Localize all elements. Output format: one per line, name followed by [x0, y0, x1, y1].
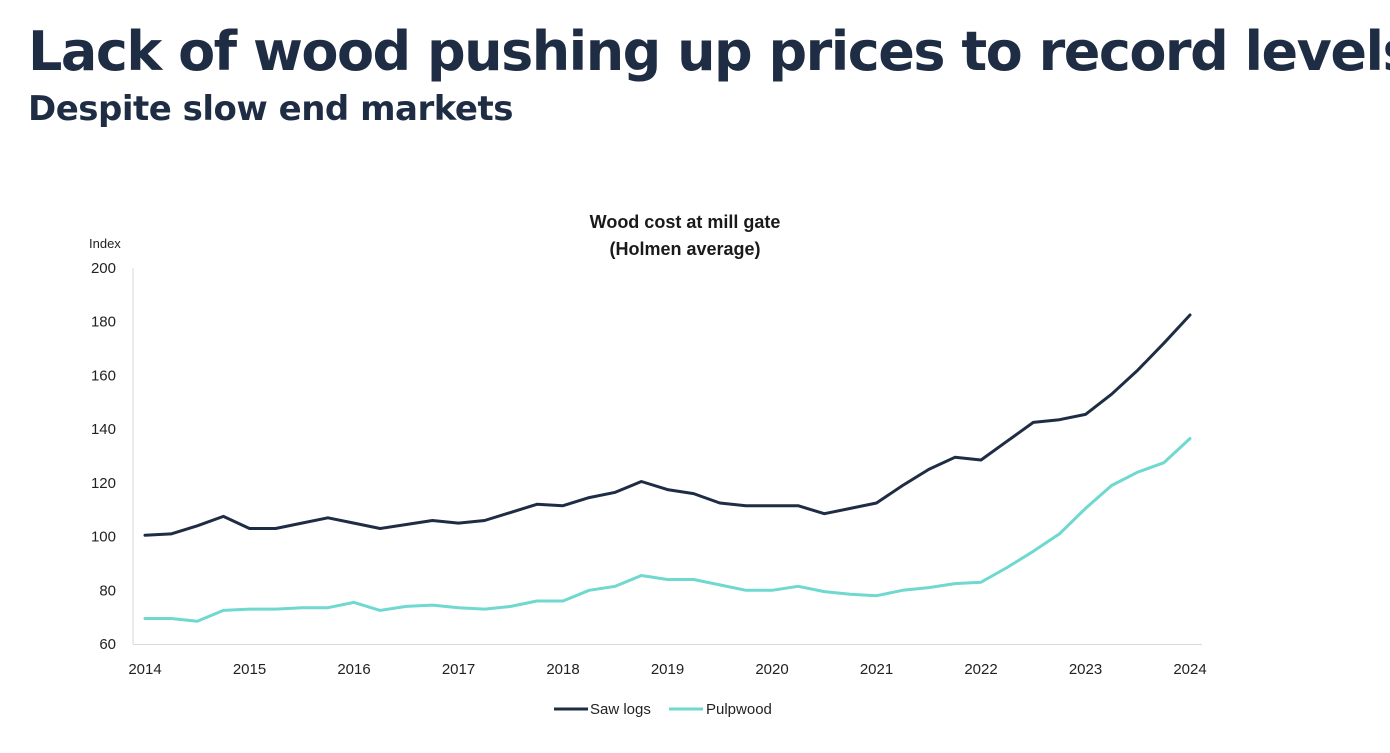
chart-title-line-1: Wood cost at mill gate: [590, 212, 781, 232]
x-tick-label: 2021: [860, 661, 893, 678]
x-tick-label: 2016: [337, 661, 370, 678]
page-headline: Lack of wood pushing up prices to record…: [28, 20, 1390, 83]
x-tick-label: 2015: [233, 661, 266, 678]
x-tick-labels: 2014 2015 2016 2017 2018 2019 2020 2021 2022 2023…: [128, 661, 1206, 678]
x-tick-label: 2017: [442, 661, 475, 678]
y-axis-label: Index: [89, 236, 121, 251]
x-tick-label: 2022: [964, 661, 997, 678]
x-tick-label: 2018: [546, 661, 579, 678]
x-tick-label: 2020: [755, 661, 788, 678]
y-tick-label: 140: [91, 421, 116, 438]
legend: Saw logs Pulpwood: [554, 701, 772, 718]
series-line-saw-logs: [143, 313, 1192, 537]
legend-label-saw-logs: Saw logs: [590, 701, 651, 718]
x-tick-label: 2023: [1069, 661, 1102, 678]
x-tick-label: 2024: [1173, 661, 1206, 678]
x-tick-label: 2019: [651, 661, 684, 678]
y-tick-label: 60: [99, 636, 116, 653]
series-lines: [143, 313, 1192, 623]
y-tick-label: 180: [91, 314, 116, 331]
y-tick-label: 100: [91, 529, 116, 546]
legend-label-pulpwood: Pulpwood: [706, 701, 772, 718]
x-tick-label: 2014: [128, 661, 161, 678]
chart-title-line-2: (Holmen average): [609, 239, 760, 259]
y-tick-label: 120: [91, 475, 116, 492]
y-tick-labels: 60 80 100 120 140 160 180 200: [91, 260, 116, 653]
y-tick-label: 160: [91, 367, 116, 384]
page-subheadline: Despite slow end markets: [28, 89, 513, 129]
y-tick-label: 200: [91, 260, 116, 277]
series-line-pulpwood: [143, 437, 1192, 623]
y-tick-label: 80: [99, 582, 116, 599]
